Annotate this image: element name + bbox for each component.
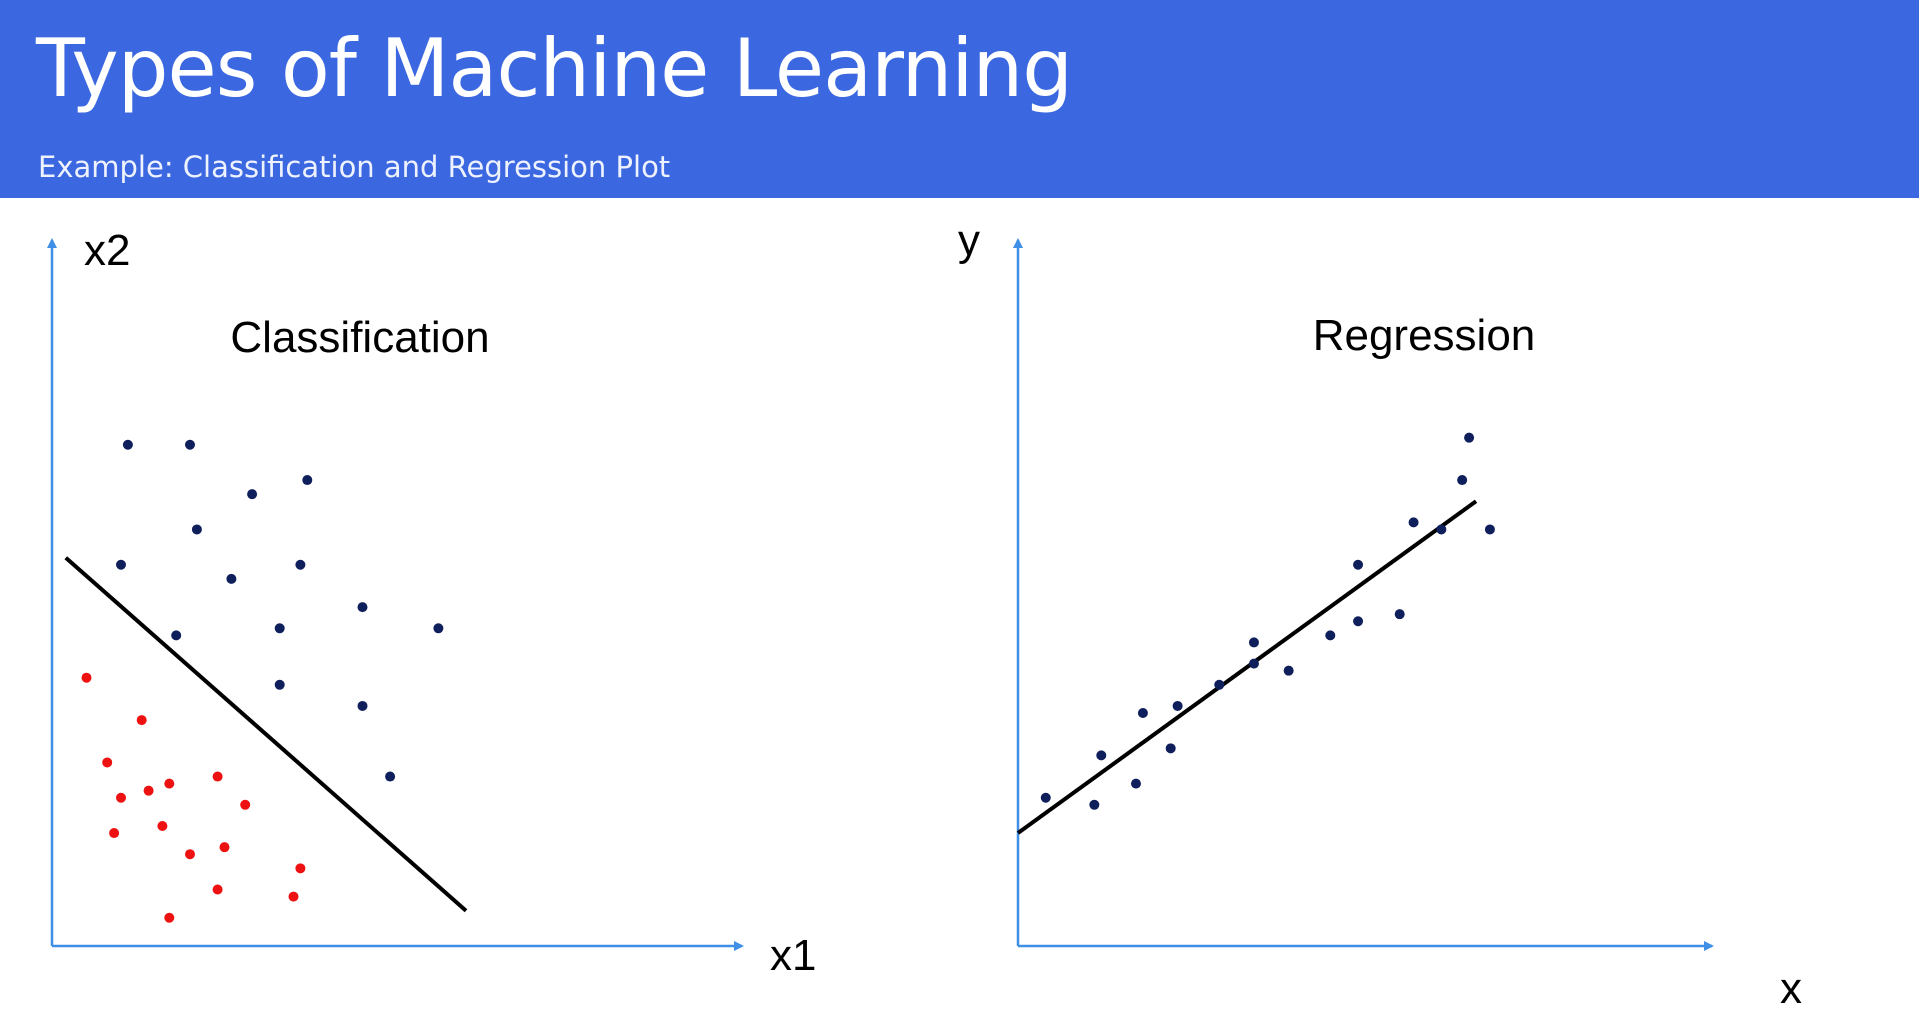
regression-point-series-1	[1248, 658, 1259, 669]
classification-point-series-2	[212, 771, 223, 782]
regression-point-series-1	[1172, 700, 1183, 711]
regression-point-series-1	[1408, 517, 1419, 528]
regression-point-series-1	[1457, 475, 1468, 486]
regression-point-series-1	[1089, 799, 1100, 810]
classification-point-series-1	[185, 439, 195, 450]
regression-point-series-1	[1214, 679, 1225, 690]
regression-point-series-1	[1464, 432, 1475, 443]
classification-points	[81, 439, 444, 923]
classification-point-series-2	[102, 757, 113, 768]
regression-point-series-1	[1040, 792, 1051, 803]
regression-point-series-1	[1096, 750, 1107, 761]
regression-y-label: y	[958, 216, 980, 265]
regression-title: Regression	[1313, 311, 1536, 360]
classification-point-series-1	[191, 524, 202, 535]
slide-title: Types of Machine Learning	[36, 22, 1073, 115]
classification-point-series-2	[240, 799, 251, 810]
regression-x-label: x	[1780, 964, 1802, 1013]
classification-point-series-1	[171, 630, 182, 641]
regression-point-series-1	[1248, 637, 1259, 648]
classification-point-series-1	[274, 623, 285, 634]
regression-point-series-1	[1394, 609, 1405, 620]
classification-point-series-2	[185, 849, 195, 860]
classification-point-series-2	[143, 785, 154, 796]
regression-point-series-1	[1353, 616, 1364, 627]
classification-point-series-2	[81, 672, 92, 683]
regression-point-series-1	[1484, 524, 1495, 535]
classification-chart: Classification x2 x1	[47, 226, 816, 980]
classification-point-series-1	[433, 623, 444, 634]
regression-points	[1040, 432, 1495, 810]
classification-point-series-1	[357, 700, 368, 711]
classification-point-series-2	[116, 792, 126, 803]
classification-point-series-2	[157, 820, 168, 831]
regression-fit-line	[1016, 499, 1478, 835]
classification-title: Classification	[230, 313, 489, 362]
regression-point-series-1	[1130, 778, 1141, 789]
classification-point-series-1	[302, 475, 313, 486]
classification-point-series-1	[122, 439, 133, 450]
classification-decision-boundary	[64, 556, 468, 913]
slide-header: Types of Machine Learning Example: Class…	[0, 0, 1919, 198]
classification-point-series-1	[357, 602, 368, 613]
classification-point-series-1	[295, 559, 306, 570]
classification-point-series-2	[212, 884, 223, 895]
classification-point-series-1	[385, 771, 396, 782]
regression-point-series-1	[1283, 665, 1294, 676]
classification-x-label: x1	[770, 931, 816, 980]
regression-point-series-1	[1165, 743, 1176, 754]
classification-point-series-2	[295, 863, 306, 874]
classification-point-series-1	[116, 559, 126, 570]
classification-point-series-1	[226, 573, 237, 584]
classification-point-series-2	[136, 715, 147, 726]
classification-point-series-1	[274, 679, 285, 690]
regression-chart: Regression y x	[958, 216, 1802, 1013]
classification-point-series-2	[164, 912, 175, 923]
classification-point-series-2	[288, 891, 299, 902]
classification-point-series-1	[247, 489, 258, 500]
regression-point-series-1	[1325, 630, 1336, 641]
regression-point-series-1	[1353, 559, 1364, 570]
slide-subtitle: Example: Classification and Regression P…	[38, 150, 671, 184]
regression-point-series-1	[1137, 708, 1148, 719]
classification-y-label: x2	[84, 226, 130, 275]
regression-point-series-1	[1436, 524, 1447, 535]
classification-point-series-2	[164, 778, 175, 789]
classification-point-series-2	[219, 842, 230, 853]
classification-point-series-2	[109, 828, 120, 839]
